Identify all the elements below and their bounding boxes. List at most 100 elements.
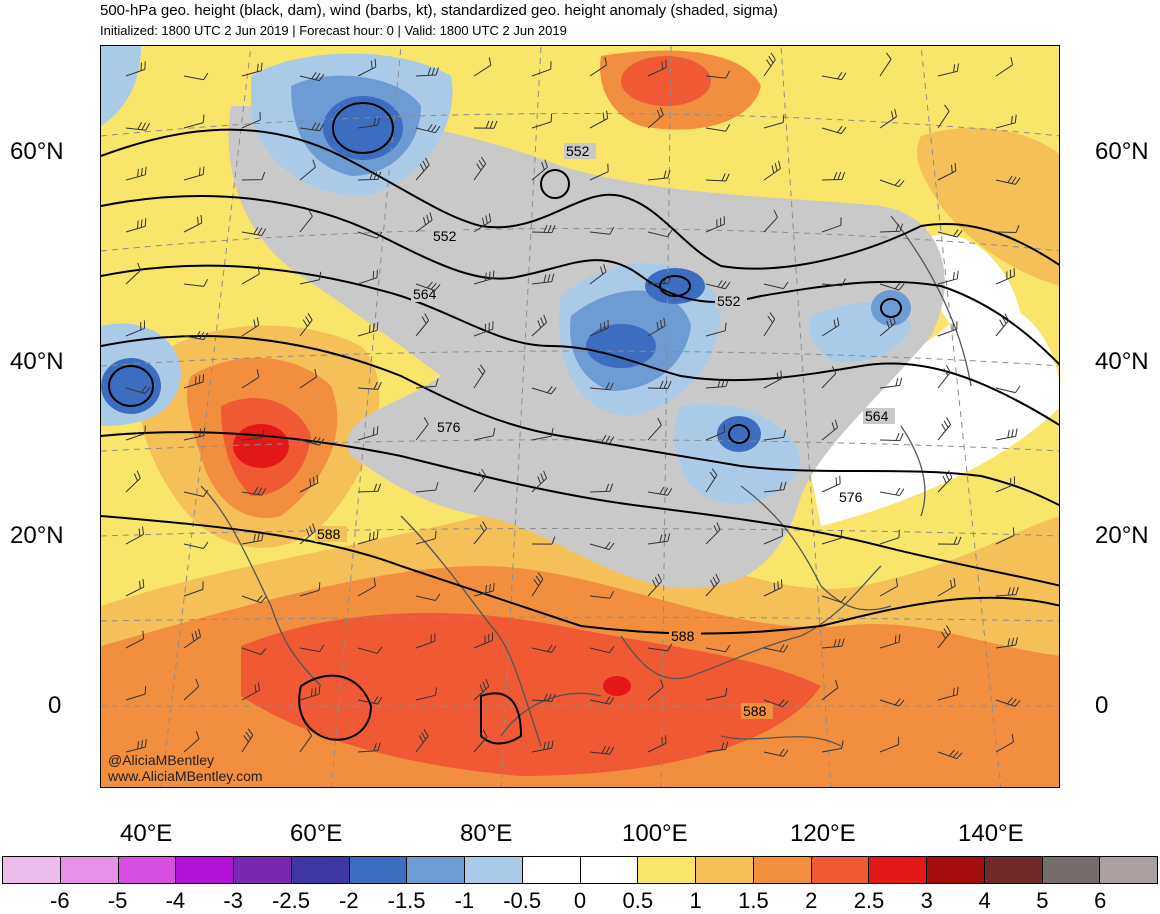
- wind-barb: [763, 370, 783, 389]
- wind-barb: [415, 593, 441, 601]
- wind-barb: [125, 166, 147, 181]
- wind-barb: [589, 483, 614, 493]
- wind-barb: [821, 317, 840, 337]
- wind-barb: [357, 231, 383, 239]
- colorbar-swatch: [407, 857, 465, 883]
- contour-label: 576: [839, 489, 863, 505]
- colorbar-swatch: [580, 857, 639, 883]
- wind-barb: [473, 468, 487, 493]
- wind-barb: [125, 61, 146, 77]
- wind-barb: [995, 428, 1018, 441]
- wind-barb: [241, 682, 260, 701]
- wind-barb: [937, 104, 950, 129]
- colorbar-swatch: [118, 857, 177, 883]
- wind-barb: [415, 157, 430, 181]
- wind-barb: [589, 590, 615, 599]
- wind-barb: [995, 114, 1017, 129]
- wind-barb: [647, 417, 662, 441]
- wind-barb: [879, 315, 896, 337]
- wind-barb: [357, 646, 383, 654]
- wind-barb: [589, 319, 609, 337]
- wind-barb: [415, 417, 429, 441]
- lon-label: 60°E: [290, 820, 343, 847]
- wind-barb: [183, 678, 200, 701]
- wind-barb: [937, 749, 963, 760]
- wind-barb: [589, 382, 614, 391]
- colorbar-label: -1.5: [387, 888, 426, 913]
- graticule: [101, 46, 1059, 787]
- colorbar-label: 3: [920, 888, 933, 913]
- colorbar-label: 0.5: [622, 888, 654, 913]
- contour-label: 552: [433, 228, 457, 244]
- anomaly-max-south: [603, 676, 631, 696]
- wind-barb: [473, 213, 492, 233]
- wind-barb: [937, 536, 962, 545]
- colorbar-swatch: [60, 857, 119, 883]
- wind-barb: [531, 273, 555, 285]
- wind-barb: [241, 369, 260, 389]
- wind-barb: [473, 729, 488, 753]
- anomaly-neg-central-3: [586, 324, 656, 368]
- wind-barb: [125, 121, 151, 131]
- contour-label-bg: [741, 703, 773, 719]
- wind-barbs: [125, 52, 1021, 760]
- colorbar-label: 2.5: [853, 888, 885, 913]
- wind-barb: [763, 114, 785, 129]
- contour-label-bg: [669, 628, 701, 644]
- wind-barb: [763, 281, 789, 290]
- wind-barb: [183, 166, 205, 181]
- wind-barb: [125, 686, 147, 701]
- wind-barb: [995, 637, 1018, 649]
- wind-barb: [531, 740, 554, 753]
- wind-barb: [531, 644, 557, 653]
- wind-barb: [821, 638, 845, 649]
- wind-barb: [125, 218, 147, 233]
- lat-label-right: 60°N: [1095, 138, 1149, 165]
- colorbar-label: 1.5: [738, 888, 769, 913]
- map-title: 500-hPa geo. height (black, dam), wind (…: [100, 2, 778, 19]
- colorbar-label: -3: [223, 888, 243, 913]
- wind-barb: [937, 470, 953, 493]
- contour-label-bg: [564, 143, 596, 159]
- colorbar-label: -2.5: [272, 888, 310, 913]
- wind-barb: [357, 742, 381, 753]
- wind-barb: [995, 697, 1021, 707]
- anomaly-neg-north-3: [323, 96, 403, 160]
- wind-barb: [705, 124, 731, 132]
- wind-barb: [299, 159, 316, 181]
- lat-label-left: 0: [48, 692, 62, 719]
- contour-label: 552: [566, 143, 590, 159]
- wind-barb: [415, 687, 437, 701]
- wind-barb: [531, 314, 548, 337]
- colorbar-label: -5: [107, 888, 128, 913]
- height-contours: [101, 102, 1059, 745]
- wind-barb: [763, 209, 778, 233]
- wind-barb: [125, 630, 145, 649]
- anomaly-northeast: [917, 127, 1059, 286]
- wind-barb: [937, 63, 959, 77]
- colorbar-swatch: [927, 857, 985, 883]
- wind-barb: [821, 419, 839, 441]
- contour-label-group: 552 552 552 564 576 564 588 588 588 576: [315, 143, 895, 719]
- wind-barb: [647, 643, 673, 652]
- wind-barb: [705, 424, 725, 441]
- wind-barb: [647, 679, 664, 701]
- wind-barb: [705, 378, 729, 389]
- colorbar-swatch: [176, 857, 234, 883]
- contour-label: 552: [717, 293, 741, 309]
- wind-barb: [705, 322, 727, 337]
- wind-barb: [299, 122, 325, 132]
- wind-barb: [705, 644, 731, 653]
- wind-barb: [183, 541, 209, 549]
- wind-barb: [299, 436, 325, 446]
- wind-barb: [299, 686, 321, 701]
- colorbar-label: 4: [978, 888, 991, 913]
- wind-barb: [705, 468, 718, 493]
- wind-barb: [241, 111, 261, 129]
- wind-barb: [299, 368, 318, 389]
- wind-barb: [763, 699, 789, 708]
- lat-label-left: 20°N: [10, 522, 64, 549]
- wind-barb: [937, 625, 951, 649]
- wind-barb: [531, 428, 554, 441]
- wind-barb: [183, 731, 200, 753]
